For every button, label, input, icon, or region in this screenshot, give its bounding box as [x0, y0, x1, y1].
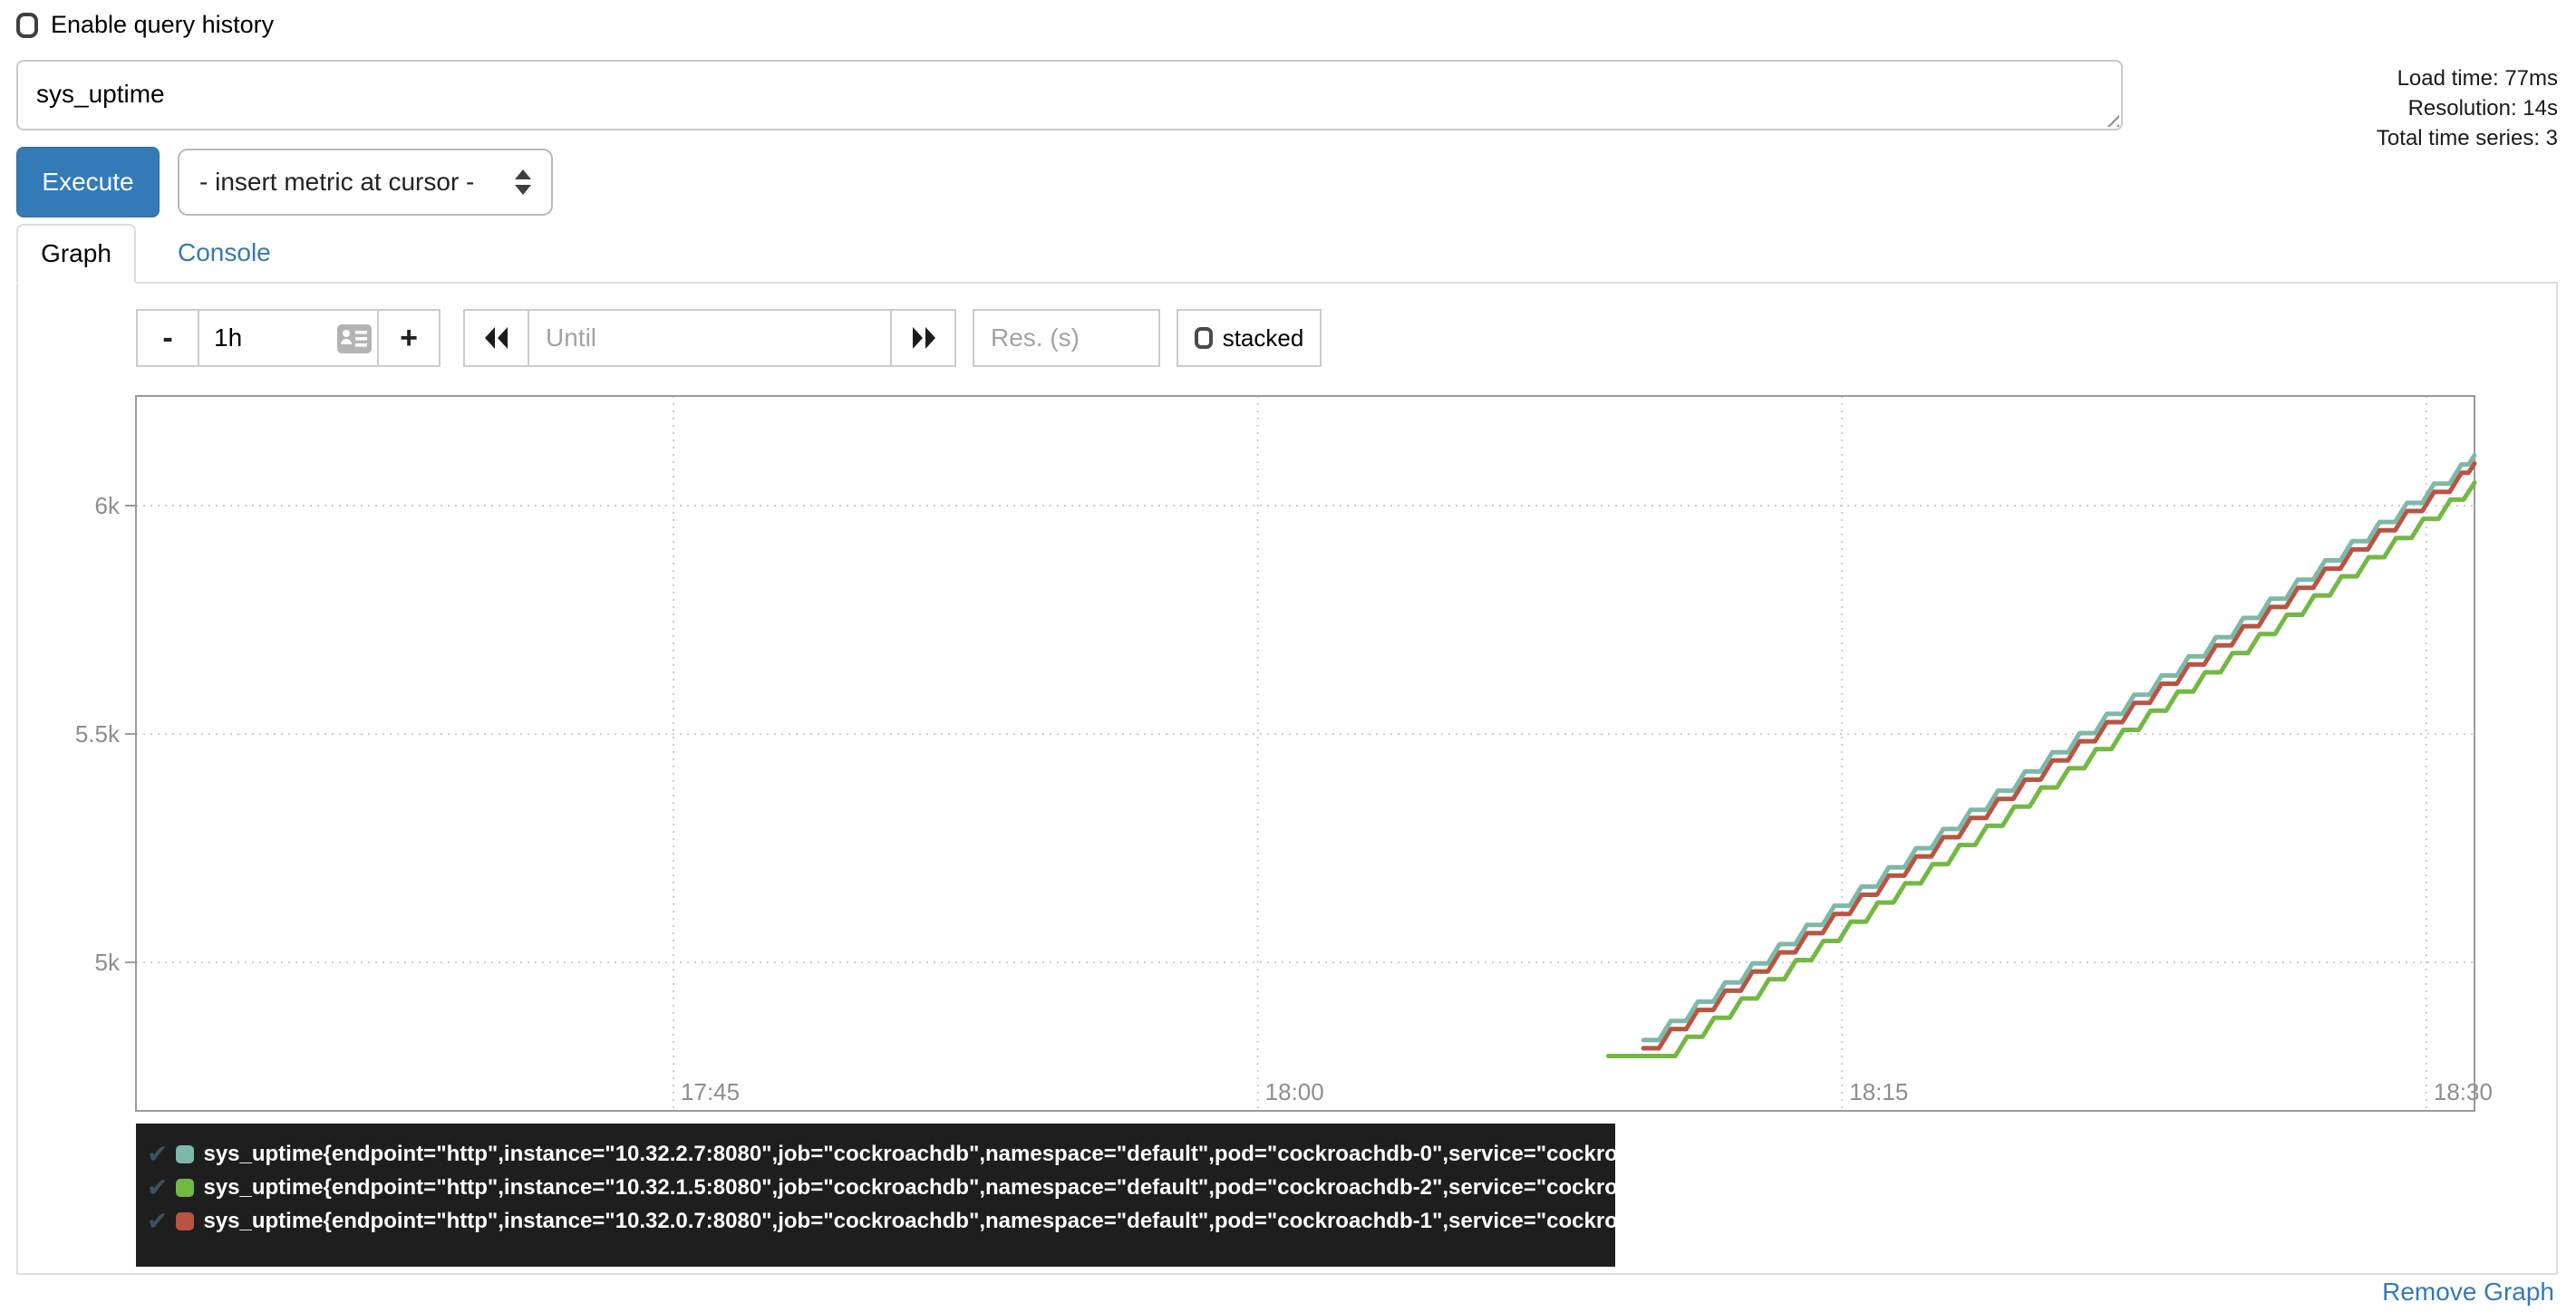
legend: ✔ sys_uptime{endpoint="http",instance="1… — [136, 1124, 1700, 1267]
query-stats: Load time: 77ms Resolution: 14s Total ti… — [2377, 63, 2558, 153]
until-control-group — [463, 309, 956, 367]
query-history-label: Enable query history — [51, 11, 275, 38]
remove-graph-link[interactable]: Remove Graph — [2382, 1278, 2554, 1306]
series-enabled-check-icon: ✔ — [147, 1206, 169, 1235]
insert-metric-select[interactable]: - insert metric at cursor - — [178, 149, 553, 216]
series-label: sys_uptime{endpoint="http",instance="10.… — [203, 1141, 1701, 1166]
svg-text:5k: 5k — [95, 949, 121, 976]
series-color-swatch — [176, 1144, 195, 1163]
range-input-cell — [198, 309, 379, 367]
load-time-stat: Load time: 77ms — [2397, 66, 2558, 91]
resolution-stat: Resolution: 14s — [2407, 96, 2558, 121]
series-color-swatch — [176, 1211, 195, 1230]
datepicker-icon — [337, 324, 372, 358]
chevron-down-icon — [515, 185, 531, 195]
chevron-up-icon — [515, 169, 531, 179]
shift-back-button[interactable] — [463, 309, 529, 367]
total-series-stat: Total time series: 3 — [2376, 126, 2558, 150]
tab-graph[interactable]: Graph — [16, 224, 136, 284]
range-increase-button[interactable]: + — [377, 309, 441, 367]
until-input[interactable] — [529, 311, 890, 365]
rewind-icon — [484, 327, 508, 349]
tab-console[interactable]: Console — [160, 224, 289, 282]
series-enabled-check-icon: ✔ — [147, 1172, 169, 1201]
legend-row[interactable]: ✔ sys_uptime{endpoint="http",instance="1… — [147, 1137, 1700, 1171]
svg-text:6k: 6k — [95, 492, 121, 519]
range-control-group: - + — [136, 309, 441, 367]
svg-text:17:45: 17:45 — [681, 1078, 740, 1105]
tab-graph-label: Graph — [41, 239, 111, 267]
resolution-input-cell — [973, 309, 1160, 367]
resolution-input[interactable] — [974, 311, 1158, 365]
svg-text:18:30: 18:30 — [2434, 1078, 2493, 1105]
query-history-checkbox[interactable] — [16, 12, 38, 38]
query-expression-input[interactable] — [16, 60, 2123, 130]
svg-text:5.5k: 5.5k — [75, 720, 121, 748]
execute-button[interactable]: Execute — [16, 147, 160, 217]
insert-metric-selected-value: - insert metric at cursor - — [199, 168, 475, 196]
stacked-option: stacked — [1177, 309, 1322, 367]
legend-row[interactable]: ✔ sys_uptime{endpoint="http",instance="1… — [147, 1204, 1700, 1238]
until-input-cell — [528, 309, 892, 367]
svg-text:18:00: 18:00 — [1265, 1078, 1324, 1105]
range-input[interactable] — [199, 323, 335, 352]
series-label: sys_uptime{endpoint="http",instance="10.… — [203, 1174, 1701, 1200]
stacked-checkbox[interactable] — [1194, 327, 1213, 349]
range-decrease-button[interactable]: - — [136, 309, 199, 367]
svg-text:18:15: 18:15 — [1849, 1078, 1908, 1105]
stacked-label: stacked — [1222, 323, 1304, 352]
graph-panel — [16, 282, 2558, 1275]
fast-forward-icon — [912, 327, 935, 349]
series-label: sys_uptime{endpoint="http",instance="10.… — [203, 1208, 1701, 1233]
select-arrows-icon — [515, 169, 531, 195]
shift-forward-button[interactable] — [890, 309, 956, 367]
series-color-swatch — [176, 1178, 195, 1197]
query-history-row: Enable query history — [16, 11, 274, 39]
series-enabled-check-icon: ✔ — [147, 1139, 169, 1168]
legend-row[interactable]: ✔ sys_uptime{endpoint="http",instance="1… — [147, 1171, 1700, 1204]
tab-console-label: Console — [178, 238, 271, 266]
